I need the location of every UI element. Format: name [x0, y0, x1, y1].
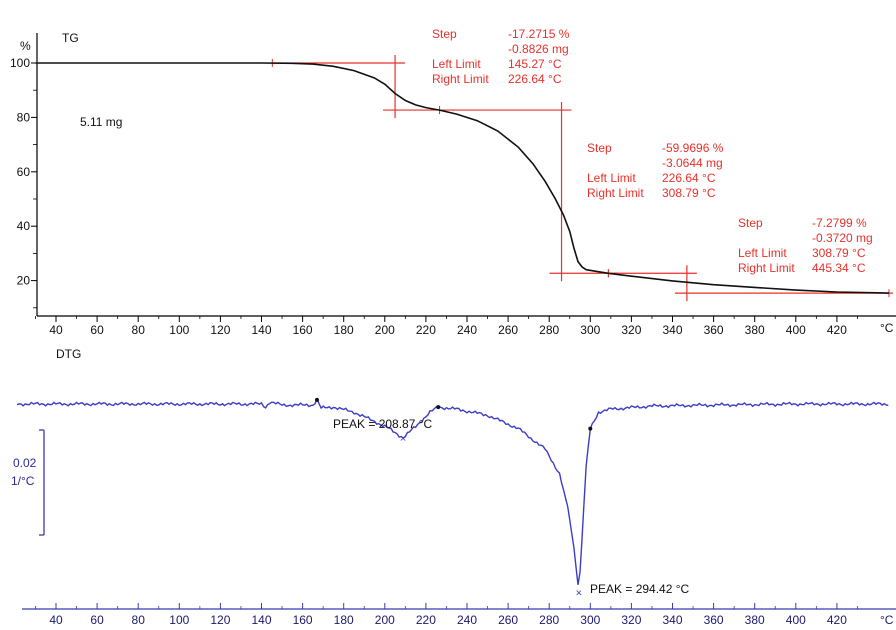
step-percent: -17.2715 %	[508, 27, 570, 41]
step-right-limit-label: Right Limit	[587, 186, 644, 200]
step-left-limit-value: 308.79 °C	[812, 246, 866, 260]
dtg-peak-marker: ×	[576, 588, 582, 600]
tg-x-tick-label: 180	[334, 323, 354, 337]
tg-x-tick-label: 380	[745, 323, 765, 337]
dtg-x-tick-label: 320	[621, 613, 641, 627]
step-mass: -0.8826 mg	[508, 42, 569, 56]
step-mass: -3.0644 mg	[662, 156, 723, 170]
dtg-x-tick-label: 220	[416, 613, 436, 627]
dtg-x-tick-label: 240	[457, 613, 477, 627]
dtg-curve	[16, 397, 889, 585]
dtg-x-tick-label: 360	[704, 613, 724, 627]
tg-title: TG	[62, 31, 79, 45]
dtg-x-unit: °C	[880, 613, 894, 627]
dtg-ticks: 40 60 80 100 120 140 160 180 200 220 240 260 280 300 3…	[35, 603, 858, 627]
tg-curve	[35, 62, 890, 294]
dtg-peaks: × PEAK = 208.87 °C × PEAK = 294.42 °C	[314, 397, 690, 600]
tg-x-tick-label: 400	[786, 323, 806, 337]
tg-y-tick-label: 80	[17, 110, 31, 124]
tg-y-tick-label: 40	[17, 219, 31, 233]
tg-x-tick-label: 220	[416, 323, 436, 337]
tg-sample-mass: 5.11 mg	[80, 115, 122, 129]
dtg-x-tick-label: 280	[539, 613, 559, 627]
step-label: Step	[587, 141, 612, 155]
dtg-scale-unit: 1/°C	[11, 474, 35, 488]
dtg-peak-marker: ×	[400, 433, 406, 445]
step-percent: -7.2799 %	[812, 216, 867, 230]
tg-x-tick-label: 360	[704, 323, 724, 337]
dtg-x-tick-label: 300	[580, 613, 600, 627]
tg-x-tick-label: 280	[539, 323, 559, 337]
step-left-limit-label: Left Limit	[738, 246, 787, 260]
step-left-limit-label: Left Limit	[432, 57, 481, 71]
step-right-limit-label: Right Limit	[738, 261, 795, 275]
tg-x-tick-label: 40	[49, 323, 63, 337]
tg-x-tick-label: 240	[457, 323, 477, 337]
dtg-limit-dot	[436, 405, 441, 410]
tg-x-tick-label: 160	[293, 323, 313, 337]
dtg-scale-value: 0.02	[13, 456, 37, 470]
dtg-x-tick-label: 40	[49, 613, 63, 627]
step-left-limit-label: Left Limit	[587, 171, 636, 185]
tg-y-unit: %	[20, 39, 31, 53]
step-label: Step	[738, 216, 763, 230]
tg-x-tick-label: 300	[580, 323, 600, 337]
step-mass: -0.3720 mg	[812, 231, 873, 245]
dtg-x-tick-label: 380	[745, 613, 765, 627]
tg-x-tick-label: 120	[210, 323, 230, 337]
dtg-peak-label: PEAK = 208.87 °C	[333, 417, 433, 431]
tg-x-tick-label: 100	[169, 323, 189, 337]
tg-x-tick-label: 200	[375, 323, 395, 337]
step-right-limit-value: 226.64 °C	[508, 72, 562, 86]
dtg-peak-label: PEAK = 294.42 °C	[590, 582, 690, 596]
dtg-x-tick-label: 60	[90, 613, 104, 627]
tg-y-tick-label: 60	[17, 165, 31, 179]
tg-step-markers	[271, 55, 893, 302]
tg-x-tick-label: 420	[827, 323, 847, 337]
tg-x-tick-label: 320	[621, 323, 641, 337]
dtg-x-tick-label: 120	[210, 613, 230, 627]
dtg-x-tick-label: 180	[334, 613, 354, 627]
tg-x-unit: °C	[880, 321, 894, 335]
step-label: Step	[432, 27, 457, 41]
tg-x-tick-label: 340	[662, 323, 682, 337]
step-right-limit-value: 308.79 °C	[662, 186, 716, 200]
step-right-limit-value: 445.34 °C	[812, 261, 866, 275]
tg-y-tick-label: 100	[10, 56, 30, 70]
step-percent: -59.9696 %	[662, 141, 724, 155]
step-left-limit-value: 226.64 °C	[662, 171, 716, 185]
dtg-x-tick-label: 420	[827, 613, 847, 627]
dtg-x-tick-label: 400	[786, 613, 806, 627]
dtg-x-tick-label: 140	[251, 613, 271, 627]
dtg-x-tick-label: 260	[498, 613, 518, 627]
tg-ticks: 40 60 80 100 120 140 160 180 200 220 240 260 280 300 3…	[10, 56, 858, 337]
tg-x-tick-label: 80	[132, 323, 146, 337]
step-right-limit-label: Right Limit	[432, 72, 489, 86]
dtg-x-tick-label: 340	[662, 613, 682, 627]
dtg-x-tick-label: 80	[132, 613, 146, 627]
tg-x-tick-label: 60	[90, 323, 104, 337]
step-left-limit-value: 145.27 °C	[508, 57, 562, 71]
dtg-limit-dot	[588, 426, 593, 431]
dtg-x-tick-label: 100	[169, 613, 189, 627]
dtg-title: DTG	[56, 347, 81, 361]
dtg-x-tick-label: 160	[293, 613, 313, 627]
tg-y-tick-label: 20	[17, 274, 31, 288]
dtg-x-tick-label: 200	[375, 613, 395, 627]
tg-x-tick-label: 260	[498, 323, 518, 337]
tg-x-tick-label: 140	[251, 323, 271, 337]
tg-step-annotations: Step -17.2715 %-0.8826 mg Left Limit 145.27…	[432, 27, 873, 275]
dtg-limit-dot	[314, 397, 319, 402]
